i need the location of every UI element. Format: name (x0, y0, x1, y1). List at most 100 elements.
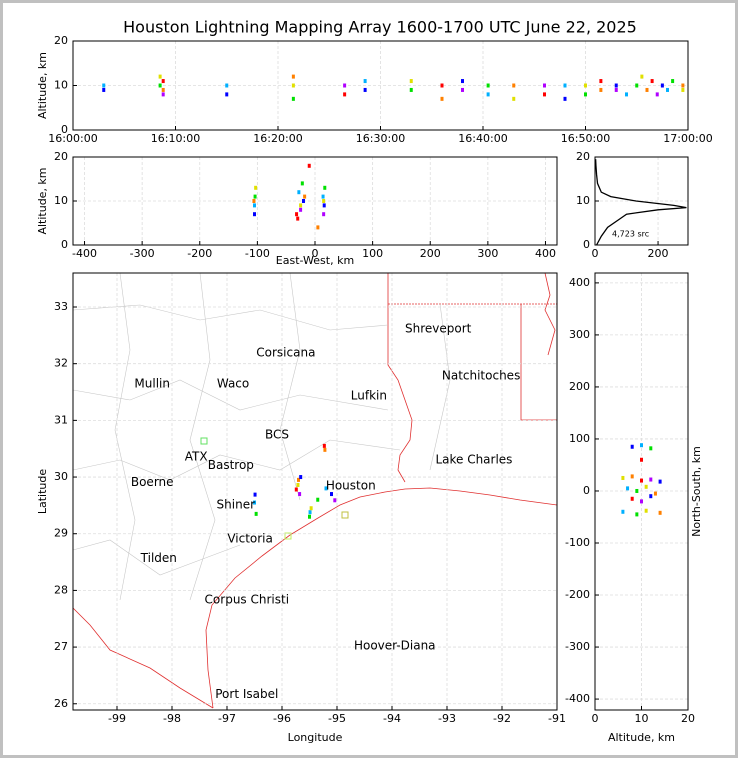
city-label: Shreveport (405, 322, 472, 336)
source (161, 87, 165, 92)
source (253, 500, 256, 505)
y-axis-label: Latitude (36, 469, 49, 515)
source (630, 444, 634, 449)
source (254, 185, 258, 190)
source (584, 92, 587, 97)
x-tick-label: -300 (130, 247, 155, 260)
source (658, 510, 662, 515)
source (440, 83, 444, 88)
source (316, 225, 320, 230)
source (543, 83, 546, 88)
source (666, 87, 669, 92)
plot-frame (72, 156, 558, 246)
source (681, 83, 685, 88)
source (309, 506, 313, 511)
city-label: Lufkin (351, 388, 387, 402)
source (671, 79, 675, 84)
source (409, 87, 413, 92)
source (486, 83, 490, 88)
source (440, 96, 444, 101)
source (660, 83, 664, 88)
x-tick-label: 0 (592, 712, 599, 725)
x-tick-label: -97 (218, 712, 236, 725)
y-tick-label: 10 (576, 194, 590, 207)
x-tick-label: 300 (477, 247, 498, 260)
source (161, 79, 165, 84)
y-tick-label: 0 (61, 238, 68, 251)
x-tick-label: -93 (438, 712, 456, 725)
source (297, 190, 301, 195)
source (323, 447, 327, 452)
river-border (544, 272, 556, 356)
x-tick-label: 16:10:00 (151, 132, 200, 145)
source (298, 492, 302, 497)
source (650, 79, 654, 84)
source (614, 83, 618, 88)
source (294, 487, 298, 492)
x-tick-label: 20 (681, 712, 695, 725)
source (253, 212, 256, 217)
x-tick-label: 16:20:00 (253, 132, 302, 145)
source (102, 87, 106, 92)
source (158, 74, 162, 79)
source (299, 207, 303, 212)
source (644, 508, 648, 513)
source (225, 92, 229, 97)
plot-frame (72, 272, 558, 711)
source (363, 87, 367, 92)
altitude-histogram (594, 159, 687, 246)
y-tick-label: -300 (565, 640, 590, 653)
source (635, 512, 639, 517)
source (649, 494, 653, 499)
source (645, 87, 649, 92)
x-axis-label: Altitude, km (608, 731, 675, 744)
chart-title: Houston Lightning Mapping Array 1600-170… (123, 18, 637, 37)
city-label: Corsicana (256, 345, 315, 359)
source (512, 83, 516, 88)
y-tick-label: 0 (61, 123, 68, 136)
city-label: Port Isabel (215, 687, 278, 701)
city-label: ATX (185, 450, 208, 464)
source (625, 92, 628, 97)
source (635, 83, 639, 88)
source (461, 87, 464, 92)
x-tick-label: -95 (328, 712, 346, 725)
city-label: Victoria (227, 531, 273, 545)
y-tick-label: 26 (54, 697, 68, 710)
source (295, 212, 299, 217)
source (322, 443, 326, 448)
source (323, 185, 327, 190)
city-label: Lake Charles (435, 453, 512, 467)
source (343, 92, 347, 97)
site-marker (341, 511, 349, 519)
source (322, 199, 326, 203)
source (543, 92, 546, 97)
y-tick-label: 30 (54, 470, 68, 483)
source (324, 486, 328, 491)
source (301, 199, 305, 203)
source (330, 492, 333, 497)
source (300, 181, 304, 186)
source (621, 475, 625, 480)
source (299, 475, 303, 480)
source (630, 474, 634, 479)
y-tick-label: 32 (54, 357, 68, 370)
x-tick-label: -200 (187, 247, 212, 260)
x-tick-label: 0 (592, 247, 599, 260)
source (343, 83, 347, 88)
source (635, 488, 639, 493)
state-border-tx-la (387, 273, 413, 483)
x-axis-label: East-West, km (276, 254, 354, 267)
source (308, 510, 312, 515)
x-tick-label: 200 (648, 247, 669, 260)
x-tick-label: -96 (273, 712, 291, 725)
site-marker (200, 437, 208, 445)
source (630, 496, 634, 501)
y-tick-label: 10 (54, 194, 68, 207)
site-marker (284, 532, 292, 540)
source (486, 92, 490, 97)
x-tick-label: -91 (548, 712, 566, 725)
source (644, 484, 648, 489)
source (563, 83, 567, 88)
